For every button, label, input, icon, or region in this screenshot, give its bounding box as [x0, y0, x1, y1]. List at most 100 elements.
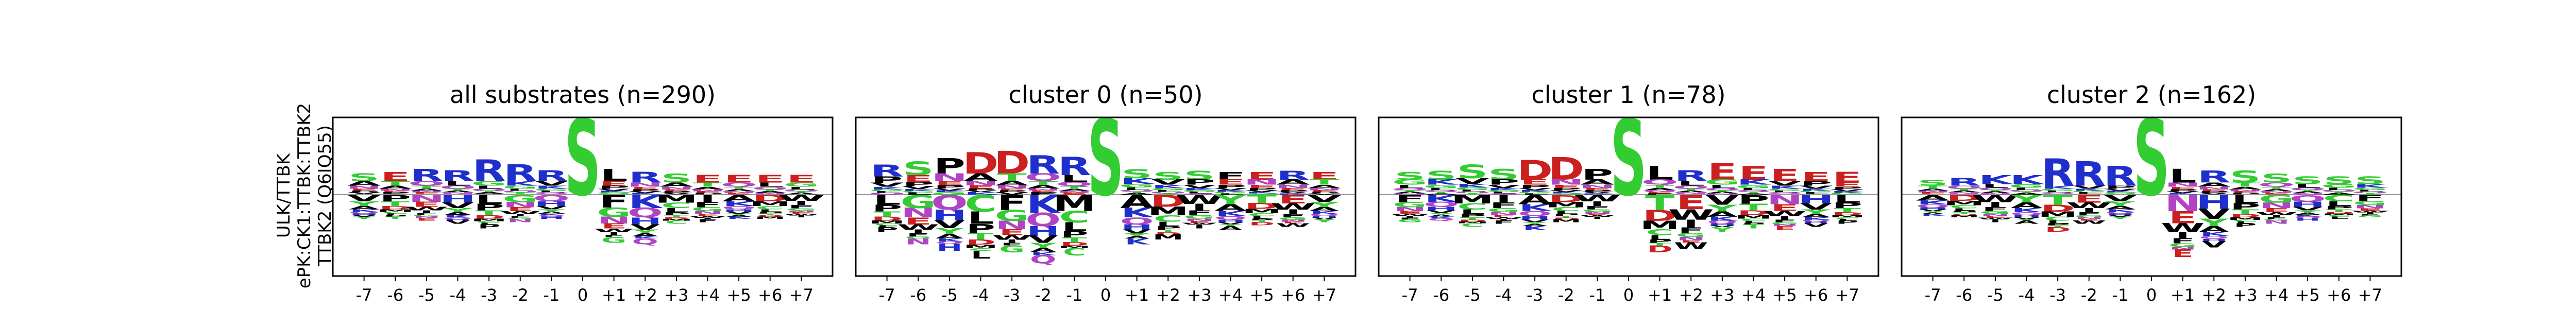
logo-letter: V — [933, 188, 966, 191]
logo-letter: Q — [1735, 190, 1772, 193]
logo-letter: C — [1740, 218, 1767, 222]
logo-letter: C — [1248, 212, 1276, 217]
logo-letter: G — [1392, 178, 1428, 186]
logo-letter: Q — [1916, 203, 1950, 208]
logo-letter: M — [655, 193, 698, 205]
logo-letter: P — [1215, 184, 1247, 190]
logo-letter: T — [1247, 193, 1277, 205]
logo-letter: P — [965, 188, 997, 191]
logo-letter: T — [1834, 207, 1861, 214]
x-tick-label: +6 — [1804, 285, 1828, 305]
logo-letter: G — [1397, 218, 1423, 223]
logo-letter: L — [1460, 209, 1485, 216]
logo-letter: L — [2326, 200, 2352, 207]
logo-letter: D — [1060, 241, 1089, 247]
logo-letter: G — [1980, 211, 2011, 215]
logo-letter: P — [1309, 192, 1341, 194]
x-tick-label: +4 — [2264, 285, 2289, 305]
x-tick-label: +2 — [633, 285, 657, 305]
logo-letter: E — [724, 192, 753, 195]
x-tick-label: 0 — [2146, 285, 2157, 305]
logo-column-0: 0S — [1611, 97, 1647, 305]
logo-letter: P — [1459, 213, 1486, 218]
logo-letter: V — [1518, 187, 1552, 191]
logo-letter: A — [1030, 247, 1057, 253]
logo-letter: Y — [352, 216, 376, 220]
logo-letter: K — [629, 192, 664, 195]
logo-letter: W — [499, 211, 541, 215]
logo-letter: Q — [1423, 200, 1459, 209]
logo-letter: G — [2074, 215, 2104, 218]
x-tick-label: -1 — [1589, 285, 1605, 305]
logo-letter: Y — [2293, 210, 2322, 214]
logo-letter: K — [2294, 215, 2323, 217]
logo-letter: W — [2256, 211, 2298, 216]
x-tick-label: -2 — [512, 285, 529, 305]
logo-letter: E — [381, 191, 410, 193]
x-tick-label: -1 — [1066, 285, 1082, 305]
logo-letter: N — [2290, 193, 2326, 195]
logo-letter: V — [2104, 188, 2137, 191]
logo-letter: C — [661, 201, 691, 210]
logo-letter: G — [1183, 214, 1215, 220]
logo-letter: C — [874, 223, 900, 227]
logo-letter: I — [607, 232, 620, 236]
logo-letter: E — [2357, 208, 2383, 211]
logo-letter: P — [966, 221, 995, 236]
logo-letter: A — [1120, 192, 1154, 212]
logo-letter: H — [1121, 223, 1153, 231]
logo-letter: W — [404, 206, 448, 212]
logo-letter: N — [901, 205, 936, 221]
logo-letter: N — [1279, 219, 1308, 222]
logo-letter: A — [1581, 178, 1615, 186]
logo-letter: H — [629, 216, 662, 227]
logo-letter: E — [412, 200, 440, 209]
logo-letter: F — [997, 191, 1026, 215]
logo-letter: D — [2045, 226, 2071, 233]
x-tick-label: +3 — [1187, 285, 1211, 305]
x-tick-label: -5 — [1987, 285, 2004, 305]
logo-letter-top: R — [1674, 167, 1708, 184]
logo-letter: T — [1743, 224, 1765, 230]
logo-letter-top: F — [1216, 170, 1245, 182]
x-tick-label: -4 — [2019, 285, 2035, 305]
logo-letter: I — [911, 229, 925, 235]
logo-letter: I — [793, 200, 809, 207]
logo-letter: N — [1914, 191, 1951, 193]
logo-letter: T — [1395, 190, 1425, 193]
logo-letter: G — [2040, 188, 2076, 191]
logo-letter: V — [934, 218, 965, 231]
logo-letter: K — [1802, 217, 1832, 221]
logo-letter: D — [2324, 211, 2354, 214]
logo-letter: G — [999, 243, 1025, 254]
logo-letter: H — [1802, 221, 1829, 224]
x-tick-label: +2 — [1679, 285, 1703, 305]
logo-letter: F — [1678, 226, 1704, 235]
logo-letter: G — [2358, 215, 2383, 218]
logo-letter: A — [1058, 188, 1091, 192]
logo-letter: H — [2106, 213, 2134, 216]
logo-letter: V — [1182, 184, 1216, 190]
logo-letter: N — [1488, 211, 1520, 216]
logo-letter: V — [1804, 222, 1828, 228]
logo-letter: Q — [1214, 215, 1247, 220]
logo-letter: I — [1777, 215, 1792, 220]
logo-letter: Q — [1392, 187, 1429, 191]
logo-letter: A — [659, 181, 693, 188]
logo-letter: E — [2078, 218, 2100, 221]
logo-letter: T — [758, 213, 783, 216]
x-tick-label: +3 — [1710, 285, 1734, 305]
logo-letter: L — [1123, 187, 1151, 191]
logo-letter: Q — [722, 205, 756, 211]
logo-letter: G — [2263, 218, 2290, 221]
logo-letter: T — [2046, 225, 2069, 228]
logo-letter: V — [2166, 191, 2199, 193]
logo-letter: E — [1278, 193, 1308, 206]
